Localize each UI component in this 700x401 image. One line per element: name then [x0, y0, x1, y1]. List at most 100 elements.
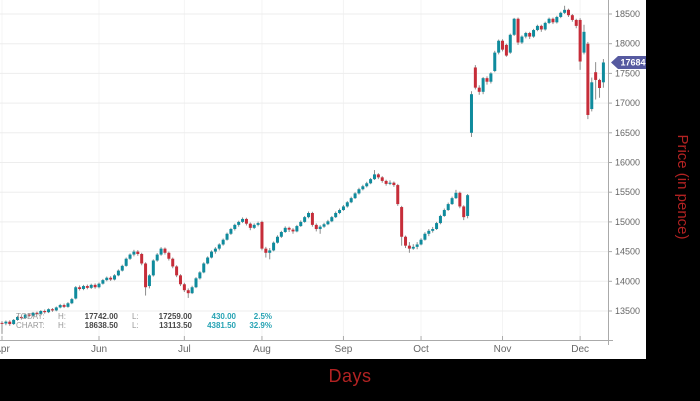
x-tick-label: Nov [494, 344, 512, 355]
today-low-prefix: L: [132, 312, 139, 321]
x-axis-title: Days [328, 366, 372, 386]
candle-body-up [361, 186, 365, 190]
candle-body-up [535, 25, 539, 31]
candle-body-up [147, 275, 151, 287]
candle-body-up [159, 248, 163, 255]
candle-body-down [62, 305, 66, 307]
candle-body-up [524, 33, 528, 37]
candle-body-down [35, 312, 39, 314]
candle-body-up [54, 307, 58, 311]
candle-body-up [582, 31, 586, 53]
candle-body-up [256, 223, 260, 225]
candle-body-up [81, 286, 85, 290]
chart-low-value: 13113.50 [159, 321, 192, 330]
candle-body-down [477, 87, 481, 92]
candle-body-down [167, 252, 171, 259]
y-tick-label: 18000 [615, 39, 640, 49]
candle-body-up [446, 204, 450, 211]
candle-body-down [244, 218, 248, 224]
candle-body-down [462, 206, 466, 218]
candle-body-down [27, 314, 31, 316]
candle-body-down [144, 263, 148, 288]
candle-body-down [551, 18, 555, 23]
candle-body-up [532, 30, 536, 37]
candle-body-up [124, 258, 128, 266]
candle-body-up [357, 189, 361, 194]
candle-body-up [365, 183, 369, 187]
candle-body-down [136, 251, 140, 254]
candle-body-up [372, 174, 376, 180]
candle-body-down [287, 227, 291, 230]
candle-body-down [404, 236, 408, 246]
candle-body-up [555, 16, 559, 23]
today-label: TODAY: [16, 312, 45, 321]
today-change-value: 430.00 [211, 312, 236, 321]
candle-body-down [376, 174, 380, 178]
last-price-badge-label: 17684 [620, 57, 645, 67]
candle-body-up [299, 221, 303, 227]
candle-body-up [128, 254, 132, 259]
candle-body-up [241, 218, 245, 222]
candle-body-down [570, 15, 574, 20]
candle-body-down [407, 245, 411, 249]
chart-stats-row: CHART: H: 18638.50 L: 13113.50 4381.50 3… [16, 321, 272, 330]
candle-body-up [303, 217, 307, 222]
y-tick-label: 16500 [615, 128, 640, 138]
candle-body-down [8, 321, 12, 325]
candle-body-up [58, 305, 62, 308]
candle-body-up [151, 260, 155, 276]
chart-low-prefix: L: [132, 321, 139, 330]
candle-body-up [221, 239, 225, 245]
candle-body-up [601, 62, 605, 83]
candle-body-up [330, 217, 334, 222]
candle-body-up [423, 233, 427, 240]
candle-body-up [322, 224, 326, 227]
candle-body-up [326, 221, 330, 225]
y-tick-label: 17500 [615, 68, 640, 78]
chart-change-percent: 32.9% [249, 321, 272, 330]
candle-body-up [493, 52, 497, 72]
today-high-value: 17742.00 [84, 312, 118, 321]
candle-body-up [338, 210, 342, 213]
candle-body-up [31, 312, 35, 316]
candle-body-down [598, 79, 602, 89]
candle-body-down [182, 284, 186, 291]
candlestick-chart[interactable]: 13500 14000 14500 15000 15500 16000 16500 17000… [0, 0, 646, 359]
candle-body-up [295, 226, 299, 232]
candle-body-up [369, 179, 373, 184]
candle-body-up [489, 73, 493, 82]
candle-body-down [186, 290, 190, 294]
candle-body-up [225, 233, 229, 240]
candle-body-up [12, 319, 16, 325]
x-tick-label: Oct [413, 344, 429, 355]
today-change-percent: 2.5% [253, 312, 272, 321]
chart-change-value: 4381.50 [207, 321, 236, 330]
y-tick-label: 17000 [615, 98, 640, 108]
candle-body-down [50, 309, 54, 311]
candle-body-up [237, 221, 241, 225]
candle-body-up [275, 236, 279, 243]
candle-body-up [105, 277, 109, 281]
candle-body-down [578, 19, 582, 62]
y-tick-label: 16000 [615, 158, 640, 168]
candle-body-up [469, 94, 473, 133]
candle-body-up [543, 22, 547, 30]
candle-body-up [213, 248, 217, 252]
candle-body-down [78, 287, 82, 290]
candle-body-down [384, 180, 388, 184]
candle-body-down [504, 44, 508, 56]
stats-legend: TODAY: H: 17742.00 L: 17259.00 430.00 2.… [16, 312, 272, 330]
candle-body-up [411, 246, 415, 249]
today-high-prefix: H: [58, 312, 66, 321]
chart-high-value: 18638.50 [84, 321, 118, 330]
candle-body-up [229, 229, 233, 234]
candle-body-up [388, 182, 392, 184]
candle-body-up [47, 309, 51, 313]
candle-body-up [415, 244, 419, 247]
candle-body-down [594, 72, 598, 80]
candle-body-up [66, 303, 70, 307]
candle-body-down [473, 67, 477, 88]
candle-body-up [23, 314, 27, 319]
candle-body-up [233, 224, 237, 230]
candle-body-up [194, 278, 198, 288]
